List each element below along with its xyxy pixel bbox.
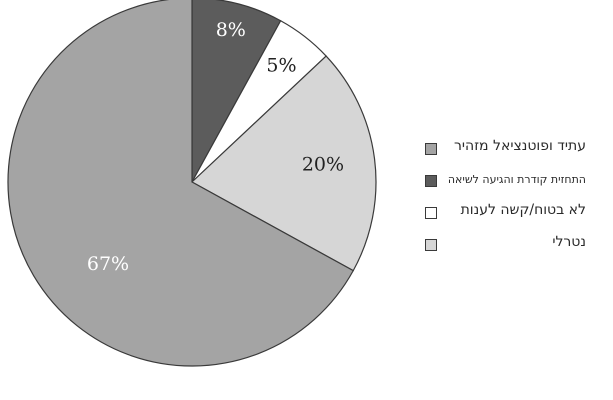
legend-item: לא בטוח/קשה לענות bbox=[380, 198, 610, 230]
pie-slice bbox=[190, 55, 377, 272]
legend-swatch bbox=[425, 175, 437, 187]
legend-item: נטרלי bbox=[380, 230, 610, 262]
legend: עתיד ופוטנציאל מזהיר התחזית קודרת והגיעה… bbox=[380, 134, 610, 262]
slice-value-label: 8% bbox=[216, 19, 246, 41]
pie-labels: 8% 5% 20% 67% bbox=[87, 19, 344, 275]
legend-item: עתיד ופוטנציאל מזהיר bbox=[380, 134, 610, 166]
legend-swatch bbox=[425, 143, 437, 155]
pie-slice bbox=[191, 0, 282, 183]
legend-label: התחזית קודרת והגיעה לשיאה bbox=[447, 173, 586, 186]
legend-label: עתיד ופוטנציאל מזהיר bbox=[454, 138, 586, 154]
legend-label: נטרלי bbox=[552, 234, 586, 250]
legend-item: התחזית קודרת והגיעה לשיאה bbox=[380, 166, 610, 198]
legend-swatch bbox=[425, 239, 437, 251]
slice-value-label: 20% bbox=[302, 153, 344, 175]
legend-swatch bbox=[425, 207, 437, 219]
slice-value-label: 67% bbox=[87, 253, 129, 275]
legend-label: לא בטוח/קשה לענות bbox=[460, 202, 586, 218]
pie-slices bbox=[7, 0, 377, 367]
slice-value-label: 5% bbox=[266, 55, 296, 77]
pie-slice bbox=[7, 0, 355, 367]
